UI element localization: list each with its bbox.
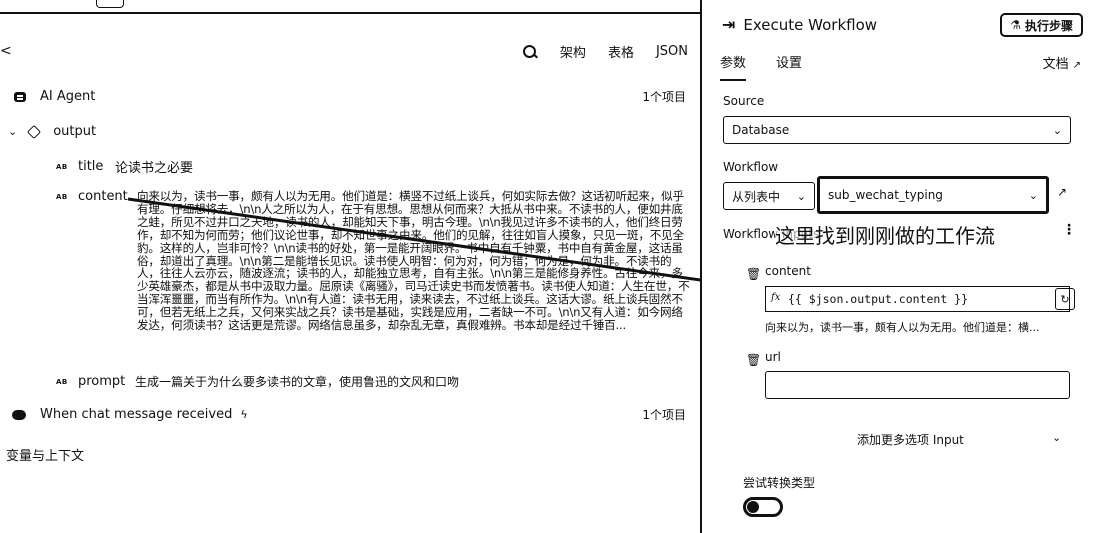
tab-parameters[interactable]: 参数	[720, 52, 747, 81]
field-row-prompt[interactable]: AB prompt 生成一篇关于为什么要多读书的文章，使用鲁迅的文风和口吻	[56, 373, 459, 390]
add-input-option[interactable]: 添加更多选项 Input	[857, 433, 964, 447]
chevron-down-icon[interactable]: ⌄	[8, 125, 18, 138]
execute-workflow-panel: ⇥ Execute Workflow ⚗ 执行步骤 参数 设置 文档 ↗ Sour…	[700, 0, 1101, 533]
field-key-content: content	[78, 189, 128, 204]
field-row-title[interactable]: AB title 论读书之必要	[56, 157, 193, 176]
content-expression-field[interactable]: fx {{ $json.output.content }}	[765, 286, 1070, 312]
collapse-arrow-icon[interactable]: <	[0, 43, 12, 59]
workflow-value: sub_wechat_typing	[828, 188, 943, 202]
content-expression-preview: 向来以为，读书一事，颇有人以为无用。他们道是：横...	[765, 321, 1040, 334]
view-toolbar: 架构 表格 JSON	[522, 42, 688, 61]
external-link-icon: ↗	[1072, 60, 1081, 71]
top-window-edge	[0, 0, 700, 14]
execute-step-label: 执行步骤	[1024, 18, 1073, 33]
source-label: Source	[723, 94, 765, 108]
workflow-select[interactable]: sub_wechat_typing ⌄	[817, 176, 1049, 214]
source-value: Database	[732, 123, 790, 137]
workflow-mode-value: 从列表中	[732, 189, 781, 204]
output-object-row[interactable]: ⌄ output	[8, 124, 96, 139]
execute-step-button[interactable]: ⚗ 执行步骤	[1000, 13, 1083, 37]
content-input-label: content	[765, 264, 811, 278]
convert-types-label: 尝试转换类型	[743, 476, 816, 490]
field-key-title: title	[78, 159, 104, 174]
docs-label: 文档	[1042, 57, 1069, 72]
chevron-down-icon: ⌄	[1052, 123, 1062, 137]
robot-icon	[14, 91, 26, 102]
more-options-icon[interactable]: ⋮	[1062, 222, 1076, 238]
workflow-label: Workflow	[723, 160, 779, 174]
content-expression-value: {{ $json.output.content }}	[788, 292, 969, 306]
tab-settings[interactable]: 设置	[776, 56, 803, 71]
search-icon[interactable]	[522, 44, 538, 60]
chevron-down-icon: ⌄	[796, 189, 806, 203]
item-count: 1个项目	[642, 90, 686, 104]
source-select[interactable]: Database ⌄	[723, 116, 1071, 144]
string-type-icon: AB	[56, 377, 68, 386]
output-label: output	[53, 124, 97, 139]
chat-bubble-icon	[12, 409, 26, 420]
annotation-text: 这里找到刚刚做的工作流	[775, 220, 995, 249]
tab-schema[interactable]: 架构	[559, 46, 586, 61]
item-count: 1个项目	[642, 408, 686, 422]
flask-icon: ⚗	[1010, 18, 1021, 32]
panel-title: Execute Workflow	[743, 15, 878, 34]
refresh-icon[interactable]: ↻	[1055, 288, 1075, 310]
field-value-prompt: 生成一篇关于为什么要多读书的文章，使用鲁迅的文风和口吻	[135, 375, 460, 389]
delete-input-icon[interactable]: 🗑	[746, 353, 762, 367]
open-workflow-icon[interactable]: ↗	[1057, 185, 1068, 199]
string-type-icon: AB	[56, 162, 68, 171]
lightning-icon: ϟ	[240, 408, 248, 421]
tab-table[interactable]: 表格	[607, 46, 634, 61]
chevron-down-icon: ⌄	[1028, 188, 1038, 202]
field-row-content[interactable]: AB content	[56, 189, 128, 204]
chat-trigger-node-row[interactable]: When chat message received ϟ 1个项目	[12, 407, 686, 422]
ai-agent-label: AI Agent	[40, 89, 96, 104]
variables-context-label: 变量与上下文	[6, 449, 85, 464]
ai-agent-node-row[interactable]: AI Agent 1个项目	[14, 89, 686, 104]
docs-link[interactable]: 文档 ↗	[1043, 53, 1081, 72]
chat-trigger-label: When chat message received	[40, 407, 233, 422]
workflow-mode-select[interactable]: 从列表中 ⌄	[723, 182, 815, 210]
url-input-label: url	[765, 350, 781, 364]
field-value-title: 论读书之必要	[115, 161, 194, 176]
delete-input-icon[interactable]: 🗑	[746, 267, 762, 281]
chevron-down-icon[interactable]: ⌄	[1052, 431, 1062, 444]
string-type-icon: AB	[56, 192, 68, 201]
panel-header: ⇥ Execute Workflow	[722, 15, 877, 34]
window-control[interactable]	[96, 0, 124, 8]
expression-icon: fx	[771, 292, 781, 303]
url-input-field[interactable]	[765, 371, 1070, 399]
convert-types-toggle[interactable]	[743, 497, 783, 517]
variables-context-section[interactable]: 变量与上下文	[6, 445, 84, 464]
panel-tabs: 参数 设置	[720, 52, 802, 81]
sign-in-arrow-icon: ⇥	[722, 15, 736, 34]
field-key-prompt: prompt	[78, 374, 126, 389]
tab-json[interactable]: JSON	[655, 44, 688, 59]
